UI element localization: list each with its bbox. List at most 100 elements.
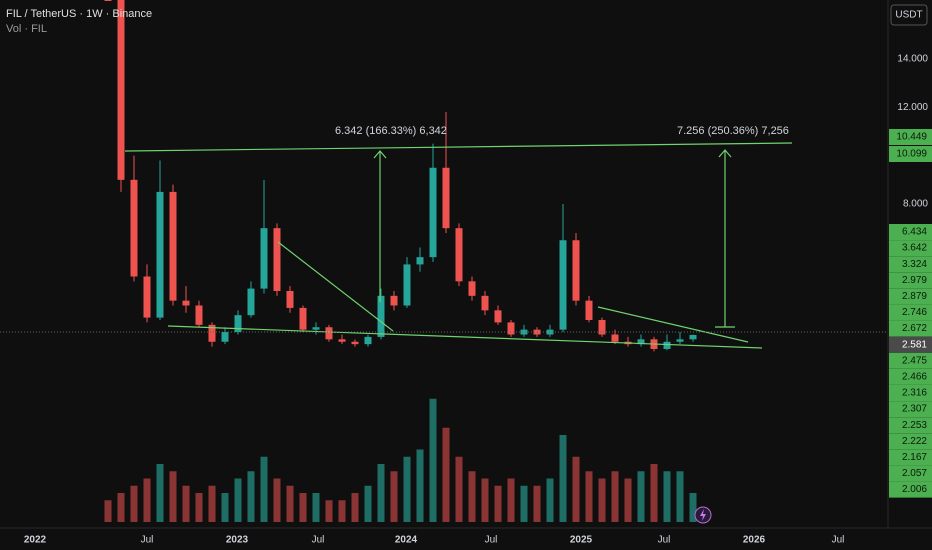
- price-tag: [889, 352, 932, 369]
- price-tag-label: 2.979: [902, 275, 927, 286]
- volume-bar: [143, 478, 151, 522]
- volume-bar: [429, 398, 437, 522]
- volume-bar: [299, 493, 307, 522]
- volume-bar: [312, 493, 320, 522]
- price-tag-label: 2.222: [902, 436, 927, 447]
- candle-body: [377, 295, 385, 337]
- currency-button[interactable]: [890, 4, 928, 26]
- volume-bar: [520, 485, 528, 522]
- volume-bar: [468, 471, 476, 522]
- volume-bar: [364, 485, 372, 522]
- volume-bar: [689, 493, 697, 522]
- price-tag-label: 2.167: [902, 452, 927, 463]
- candle-body: [312, 327, 320, 330]
- volume-bar: [416, 449, 424, 522]
- symbol-title: FIL / TetherUS · 1W · Binance: [6, 8, 152, 20]
- candle-body: [676, 339, 684, 342]
- candle-body: [325, 327, 333, 340]
- candle-body: [221, 332, 229, 342]
- plot: [104, 0, 697, 522]
- volume-bar: [286, 485, 294, 522]
- currency-label: USDT: [895, 10, 922, 21]
- price-tag: [889, 224, 932, 240]
- candle-body: [117, 0, 125, 180]
- trend-line: [124, 142, 793, 152]
- trend-line: [167, 325, 763, 349]
- price-tag-label: 2.581: [902, 339, 927, 350]
- volume-bar: [169, 471, 177, 522]
- volume-bar: [234, 478, 242, 522]
- time-tick-label: 2023: [226, 535, 249, 546]
- price-tick-label: 14.000: [897, 54, 928, 65]
- volume-bar: [533, 485, 541, 522]
- volume-bar: [260, 456, 268, 522]
- candle-body: [390, 295, 398, 306]
- time-tick-label: Jul: [658, 535, 671, 546]
- trend-line: [597, 306, 749, 343]
- time-tick-label: 2026: [743, 535, 766, 546]
- time-tick-label: Jul: [141, 535, 154, 546]
- price-tag: [889, 304, 932, 321]
- volume-bar: [546, 478, 554, 522]
- time-tick-label: Jul: [312, 535, 325, 546]
- price-tag: [889, 368, 932, 385]
- volume-bar: [156, 464, 164, 522]
- volume-bar: [247, 471, 255, 522]
- volume-bar: [611, 471, 619, 522]
- volume-bar: [624, 478, 632, 522]
- price-tag: [889, 385, 932, 401]
- volume-bar: [650, 464, 658, 522]
- volume-bar: [117, 493, 125, 522]
- volume-bar: [494, 485, 502, 522]
- price-tag: [889, 320, 932, 337]
- candle-body: [455, 228, 463, 282]
- price-tag: [889, 433, 932, 450]
- candle-body: [364, 336, 372, 345]
- price-tag: [889, 240, 932, 257]
- price-tag-label: 2.466: [902, 372, 927, 383]
- volume-bar: [637, 471, 645, 522]
- candle-body: [273, 228, 281, 291]
- candle-body: [416, 257, 424, 265]
- candle-body: [247, 288, 255, 316]
- price-tick-label: 12.000: [897, 102, 928, 113]
- candle-body: [260, 228, 268, 289]
- price-tag-label: 2.006: [902, 484, 927, 495]
- price-tag: [889, 336, 932, 353]
- candle-body: [520, 329, 528, 335]
- volume-bar: [442, 427, 450, 522]
- time-tick-label: 2022: [24, 535, 47, 546]
- price-tag-label: 2.475: [902, 355, 927, 366]
- volume-bar: [195, 493, 203, 522]
- candle-body: [104, 0, 112, 1]
- arrow-head: [373, 150, 387, 159]
- candle-body: [429, 167, 437, 258]
- candle-body: [585, 300, 593, 320]
- candle-body: [156, 191, 164, 318]
- candle-body: [494, 310, 502, 323]
- time-tick-label: Jul: [485, 535, 498, 546]
- candle-body: [286, 291, 294, 308]
- price-tag: [889, 272, 932, 289]
- volume-bar: [507, 478, 515, 522]
- volume-bar: [455, 456, 463, 522]
- volume-bar: [390, 471, 398, 522]
- candle-body: [299, 307, 307, 330]
- price-tag-label: 2.253: [902, 420, 927, 431]
- price-tag: [889, 465, 932, 482]
- candle-body: [468, 281, 476, 296]
- price-tag-label: 10.449: [896, 132, 927, 143]
- candle-body: [143, 276, 151, 318]
- volume-bar: [663, 471, 671, 522]
- measure-label: 6.342 (166.33%) 6,342: [335, 125, 447, 137]
- candle-body: [130, 179, 138, 277]
- price-tick-label: 8.000: [903, 199, 928, 210]
- candle-body: [351, 341, 359, 345]
- volume-bar: [130, 485, 138, 522]
- price-tag: [889, 129, 932, 145]
- alert-icon-bolt: [700, 509, 706, 521]
- volume-bar: [481, 478, 489, 522]
- candle-body: [338, 339, 346, 342]
- volume-bar: [676, 471, 684, 522]
